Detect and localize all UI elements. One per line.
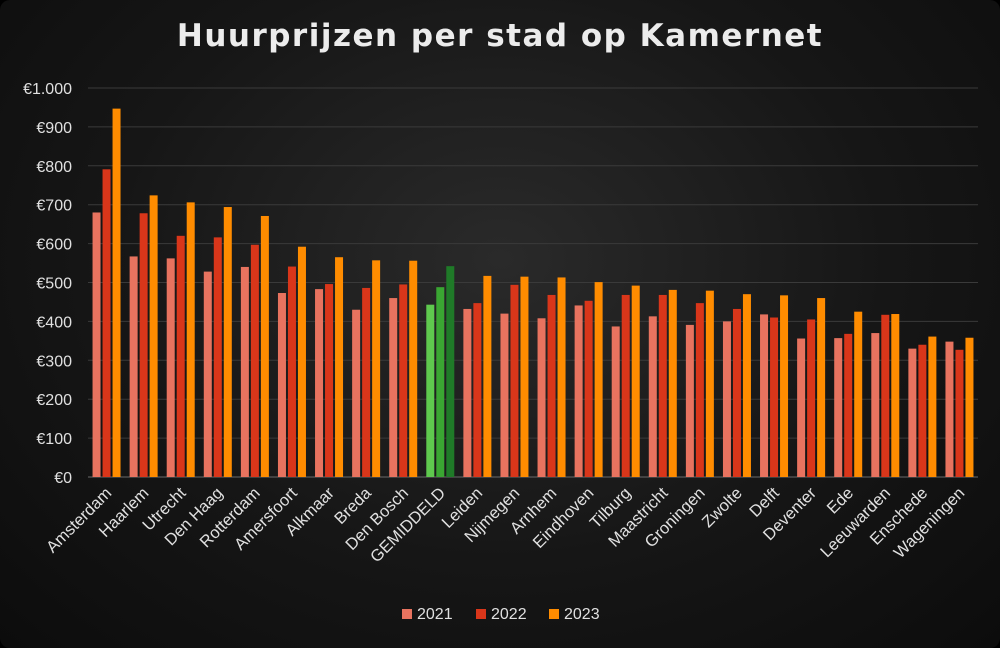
bar-leeuwarden-2021 xyxy=(871,333,880,477)
legend-swatch-2022 xyxy=(476,609,486,619)
bar-alkmaar-2021 xyxy=(315,289,324,477)
bar-rotterdam-2022 xyxy=(250,244,259,477)
y-tick-label: €1.000 xyxy=(23,81,72,98)
bar-gemiddeld-2023 xyxy=(446,266,455,477)
bar-zwolte-2023 xyxy=(742,294,751,477)
bar-gemiddeld-2022 xyxy=(436,287,445,477)
bar-den-haag-2021 xyxy=(203,271,212,477)
bar-utrecht-2021 xyxy=(166,258,175,477)
bar-zwolte-2022 xyxy=(732,308,741,477)
bar-delft-2022 xyxy=(770,317,779,477)
bar-ede-2022 xyxy=(844,333,853,477)
bar-groningen-2021 xyxy=(685,324,694,477)
bar-den-bosch-2022 xyxy=(399,284,408,477)
bar-gemiddeld-2021 xyxy=(426,304,435,477)
bar-wageningen-2023 xyxy=(965,337,974,477)
bar-maastricht-2023 xyxy=(668,289,677,477)
y-tick-label: €200 xyxy=(36,392,72,409)
bar-alkmaar-2022 xyxy=(325,284,334,477)
bar-den-haag-2023 xyxy=(223,207,232,477)
bar-breda-2023 xyxy=(372,260,381,477)
legend-swatch-2021 xyxy=(402,609,412,619)
legend-label-2022: 2022 xyxy=(491,606,527,623)
bar-deventer-2021 xyxy=(797,338,806,477)
bar-eindhoven-2022 xyxy=(584,300,593,477)
bar-eindhoven-2021 xyxy=(574,305,583,477)
bar-leiden-2021 xyxy=(463,308,472,477)
y-tick-label: €300 xyxy=(36,353,72,370)
bar-wageningen-2022 xyxy=(955,349,964,477)
bar-haarlem-2021 xyxy=(129,256,138,477)
y-tick-label: €500 xyxy=(36,276,72,293)
bar-rotterdam-2021 xyxy=(240,266,249,477)
y-axis-ticks: €0 €100 €200 €300 €400 €500 €600 €700 €800 €900 €1… xyxy=(23,81,72,487)
y-tick-label: €700 xyxy=(36,198,72,215)
bar-den-haag-2022 xyxy=(213,237,222,477)
bar-amsterdam-2023 xyxy=(112,108,121,477)
bar-deventer-2023 xyxy=(817,298,826,477)
legend-swatch-2023 xyxy=(549,609,559,619)
bar-rotterdam-2023 xyxy=(260,215,269,477)
bar-amsterdam-2021 xyxy=(92,212,101,478)
y-tick-label: €600 xyxy=(36,237,72,254)
legend: 2021 2022 2023 xyxy=(402,606,600,623)
bar-nijmegen-2022 xyxy=(510,284,519,477)
y-tick-label: €800 xyxy=(36,159,72,176)
bar-tilburg-2021 xyxy=(611,326,620,477)
bar-eindhoven-2023 xyxy=(594,282,603,477)
bar-leeuwarden-2022 xyxy=(881,314,890,477)
bar-ede-2023 xyxy=(854,311,863,477)
bar-groningen-2022 xyxy=(695,303,704,477)
bar-leiden-2022 xyxy=(473,303,482,477)
y-tick-label: €0 xyxy=(54,470,72,487)
bar-enschede-2021 xyxy=(908,348,917,477)
bar-utrecht-2022 xyxy=(176,235,185,477)
bar-tilburg-2022 xyxy=(621,294,630,477)
bars xyxy=(92,108,974,478)
chart-title: Huurprijzen per stad op Kamernet xyxy=(176,18,824,54)
bar-enschede-2022 xyxy=(918,344,927,477)
bar-delft-2021 xyxy=(760,314,769,477)
bar-amsterdam-2022 xyxy=(102,169,111,477)
bar-leeuwarden-2023 xyxy=(891,314,900,477)
bar-utrecht-2023 xyxy=(186,202,195,477)
bar-alkmaar-2023 xyxy=(335,257,344,477)
bar-enschede-2023 xyxy=(928,336,937,477)
bar-groningen-2023 xyxy=(705,290,714,477)
bar-delft-2023 xyxy=(780,295,789,477)
bar-arnhem-2021 xyxy=(537,318,546,477)
y-tick-label: €900 xyxy=(36,120,72,137)
bar-deventer-2022 xyxy=(807,319,816,477)
bar-zwolte-2021 xyxy=(722,321,731,477)
bar-breda-2022 xyxy=(362,287,371,477)
bar-den-bosch-2023 xyxy=(409,260,418,477)
bar-breda-2021 xyxy=(352,309,361,477)
bar-amersfoort-2021 xyxy=(277,293,286,477)
bar-nijmegen-2023 xyxy=(520,276,529,477)
legend-label-2023: 2023 xyxy=(564,606,600,623)
bar-haarlem-2023 xyxy=(149,195,158,477)
bar-tilburg-2023 xyxy=(631,285,640,477)
bar-maastricht-2022 xyxy=(658,294,667,477)
bar-arnhem-2022 xyxy=(547,294,556,477)
bar-wageningen-2021 xyxy=(945,341,954,477)
bar-haarlem-2022 xyxy=(139,213,148,477)
y-tick-label: €400 xyxy=(36,314,72,331)
bar-maastricht-2021 xyxy=(648,316,657,477)
bar-leiden-2023 xyxy=(483,275,492,477)
gridlines xyxy=(88,87,978,478)
bar-arnhem-2023 xyxy=(557,277,566,477)
bar-nijmegen-2021 xyxy=(500,313,509,477)
bar-amersfoort-2023 xyxy=(297,246,306,477)
x-category-label: Zwolte xyxy=(699,484,746,531)
bar-amersfoort-2022 xyxy=(287,266,296,477)
y-tick-label: €100 xyxy=(36,431,72,448)
bar-ede-2021 xyxy=(834,338,843,477)
legend-label-2021: 2021 xyxy=(417,606,453,623)
bar-den-bosch-2021 xyxy=(389,298,398,477)
